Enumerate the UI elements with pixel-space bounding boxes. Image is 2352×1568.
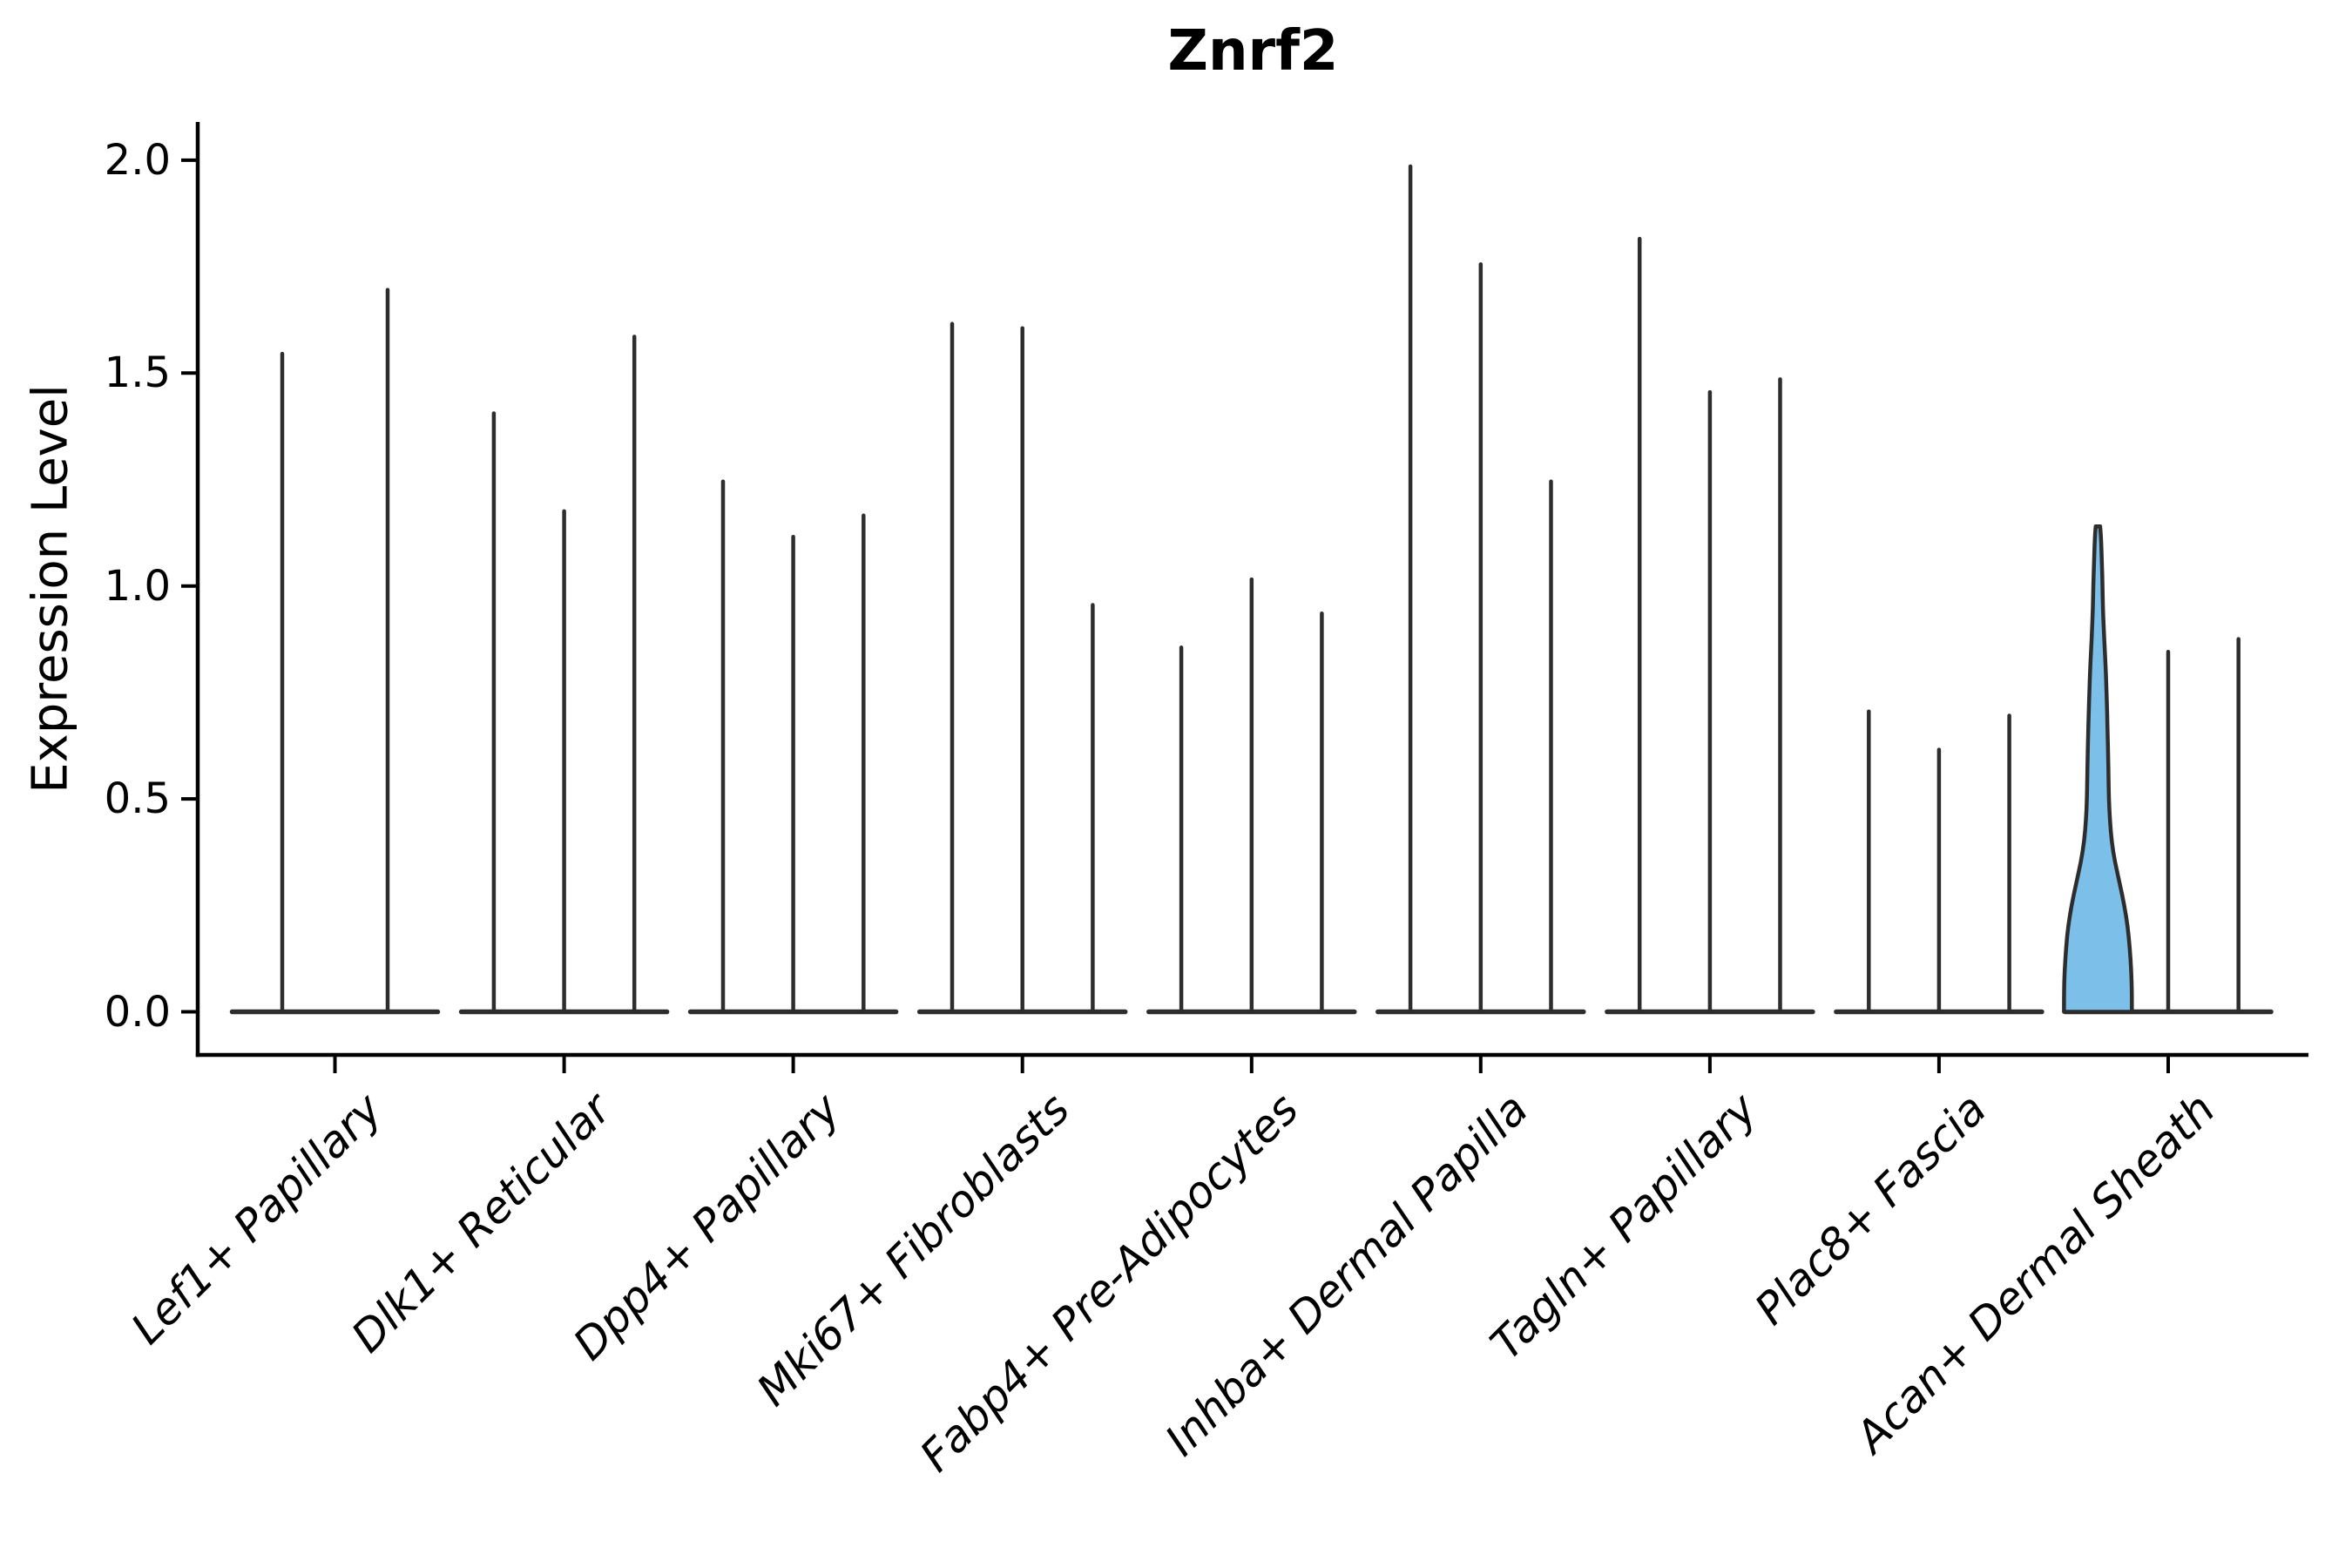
x-category-label: Inhba+ Dermal Papilla bbox=[1155, 1084, 1538, 1466]
y-axis-label: Expression Level bbox=[22, 384, 79, 794]
y-tick-label: 2.0 bbox=[104, 135, 171, 185]
x-category-label: Fabp4+ Pre-Adipocytes bbox=[910, 1084, 1308, 1482]
x-category-label: Plac8+ Fascia bbox=[1744, 1084, 1996, 1335]
chart-title: Znrf2 bbox=[1167, 19, 1339, 84]
highlighted-violin bbox=[2062, 524, 2134, 1014]
y-tick-label: 0.0 bbox=[104, 987, 171, 1037]
y-tick-label: 1.0 bbox=[104, 561, 171, 611]
x-category-label: Lef1+ Papillary bbox=[121, 1084, 392, 1355]
y-tick-label: 0.5 bbox=[104, 774, 171, 824]
y-tick-label: 1.5 bbox=[104, 348, 171, 398]
